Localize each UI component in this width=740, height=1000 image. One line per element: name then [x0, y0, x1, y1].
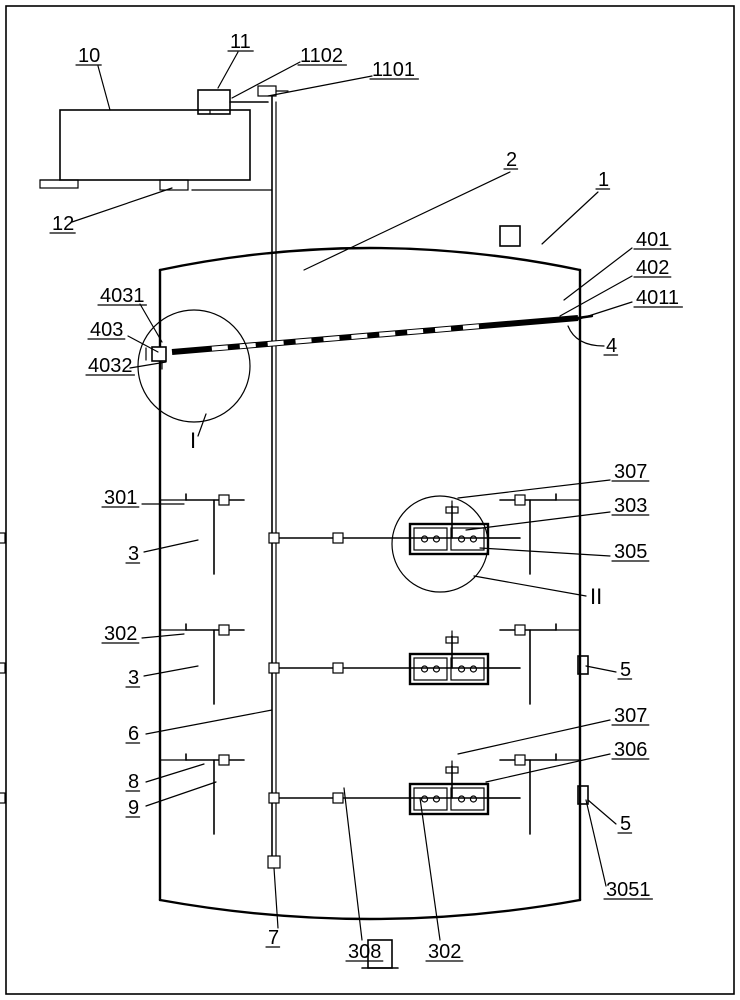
- callout-label: 302: [428, 941, 461, 963]
- callout-label: 12: [52, 213, 74, 235]
- callout-label: I: [190, 428, 196, 453]
- callout-label: 4032: [88, 355, 133, 377]
- callout-label: 3051: [606, 879, 651, 901]
- callout-label: 1102: [300, 45, 343, 67]
- callout-label: 303: [614, 495, 647, 517]
- callout-label: 4: [606, 335, 617, 357]
- callout-label: 5: [620, 813, 631, 835]
- callout-label: 2: [506, 149, 517, 171]
- callout-label: 6: [128, 723, 139, 745]
- callout-label: 401: [636, 229, 669, 251]
- callout-label: 11: [230, 31, 251, 53]
- callout-label: 9: [128, 797, 139, 819]
- callout-label: 308: [348, 941, 381, 963]
- callout-label: 3: [128, 543, 139, 565]
- callout-label: 5: [620, 659, 631, 681]
- callout-label: 307: [614, 461, 647, 483]
- callout-label: 305: [614, 541, 647, 563]
- callout-label: 403: [90, 319, 123, 341]
- callout-label: II: [590, 584, 602, 609]
- callout-label: 8: [128, 771, 139, 793]
- callout-label: 307: [614, 705, 647, 727]
- callout-label: 7: [268, 927, 279, 949]
- callout-label: 4011: [636, 287, 679, 309]
- callout-label: 402: [636, 257, 669, 279]
- callout-label: 3: [128, 667, 139, 689]
- callout-label: 4031: [100, 285, 145, 307]
- callout-label: 10: [78, 45, 100, 67]
- diagram-canvas: 10 11 1102 1101 12 2 1 401 402 4011 4 4031 403 4032 I 3…: [0, 0, 740, 1000]
- callout-label: 1101: [372, 59, 415, 81]
- callout-label: 306: [614, 739, 647, 761]
- callout-label: 301: [104, 487, 137, 509]
- callout-label: 1: [598, 169, 609, 191]
- callout-label: 302: [104, 623, 137, 645]
